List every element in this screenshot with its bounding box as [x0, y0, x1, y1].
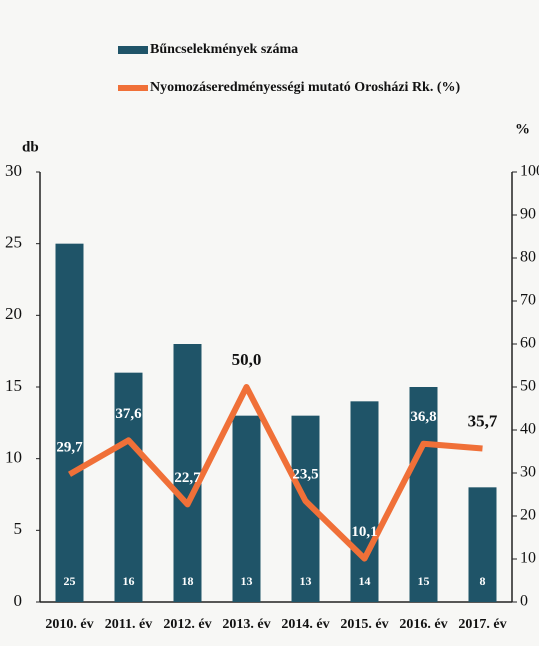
bar: [350, 401, 379, 602]
bar-value-label: 25: [64, 574, 76, 588]
y2-tick-label: 20: [520, 507, 536, 524]
x-tick-label: 2015. év: [340, 617, 388, 632]
y2-tick-label: 60: [520, 335, 536, 352]
line-value-label: 22,7: [174, 470, 201, 486]
y-tick-label: 15: [5, 376, 22, 395]
y2-tick-label: 90: [520, 206, 536, 223]
y2-tick-label: 30: [520, 464, 536, 481]
bar-value-label: 8: [480, 574, 486, 588]
y2-tick-label: 70: [520, 292, 536, 309]
legend-label: Bűncselekmények száma: [150, 42, 298, 57]
bar-value-label: 13: [300, 574, 312, 588]
y2-tick-label: 80: [520, 249, 536, 266]
legend-swatch: [118, 46, 148, 54]
y2-tick-label: 0: [520, 593, 528, 610]
y-tick-label: 5: [14, 519, 23, 538]
line-value-label: 10,1: [351, 524, 377, 540]
line-value-label: 36,8: [410, 409, 436, 425]
line-value-label: 37,6: [115, 406, 142, 422]
bar-value-label: 15: [418, 574, 430, 588]
line-value-label: 35,7: [468, 411, 498, 430]
bar: [232, 415, 261, 602]
line-value-label: 50,0: [232, 350, 262, 369]
line-value-label: 23,5: [292, 466, 318, 482]
y-axis-label: db: [22, 139, 39, 155]
bar: [114, 372, 143, 602]
bar: [55, 243, 84, 602]
legend-label: Nyomozáseredményességi mutató Orosházi R…: [150, 80, 461, 95]
bar-value-label: 14: [359, 574, 371, 588]
y2-axis-label: %: [515, 121, 530, 137]
bar: [468, 487, 497, 602]
x-tick-label: 2012. év: [163, 617, 211, 632]
y2-tick-label: 40: [520, 421, 536, 438]
x-tick-label: 2017. év: [458, 617, 506, 632]
y2-tick-label: 50: [520, 378, 536, 395]
line: [68, 384, 483, 562]
bar: [173, 344, 202, 602]
x-tick-label: 2011. év: [105, 617, 152, 632]
x-tick-label: 2013. év: [222, 617, 270, 632]
bar: [409, 387, 438, 602]
bar-value-label: 13: [241, 574, 253, 588]
bar-value-label: 16: [123, 574, 135, 588]
x-tick-label: 2014. év: [281, 617, 329, 632]
y2-tick-label: 100: [520, 163, 539, 180]
x-tick-label: 2010. év: [45, 617, 93, 632]
y-tick-label: 25: [5, 233, 22, 252]
y-tick-label: 10: [5, 448, 22, 467]
y-tick-label: 0: [14, 591, 23, 610]
x-tick-label: 2016. év: [399, 617, 447, 632]
y-tick-label: 30: [5, 161, 22, 180]
line-value-label: 29,7: [56, 440, 83, 456]
y-tick-label: 20: [5, 304, 22, 323]
bar-value-label: 18: [182, 574, 194, 588]
y2-tick-label: 10: [520, 550, 536, 567]
